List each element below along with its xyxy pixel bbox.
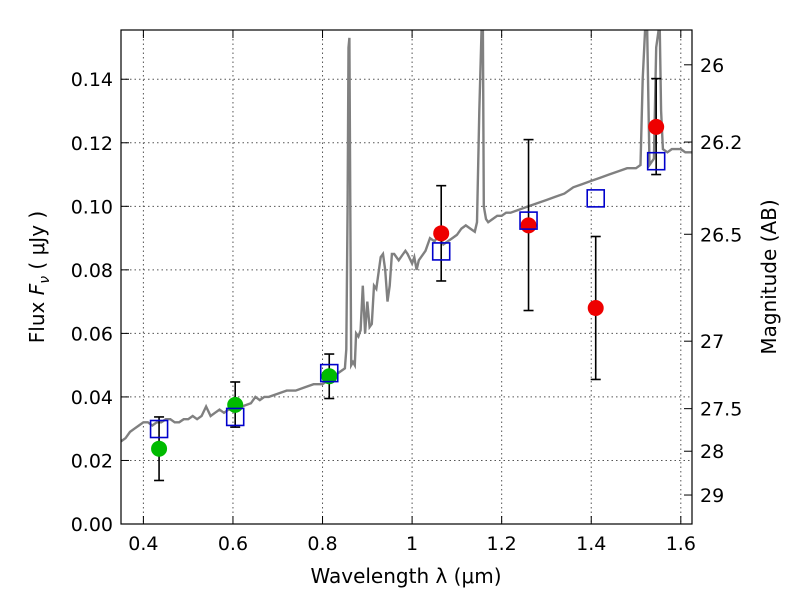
x-axis-title: Wavelength λ (μm) — [310, 564, 501, 588]
y-axis-title: Flux Fν ( μJy ) — [25, 211, 53, 343]
x-tick-label: 0.8 — [307, 533, 337, 555]
y2-tick-label: 26.2 — [700, 132, 742, 154]
model-photometry-box — [519, 211, 538, 230]
y-tick-label: 0.04 — [71, 387, 113, 409]
model-photometry-box — [319, 363, 339, 383]
x-tick-label: 0.6 — [218, 533, 248, 555]
red-data-point — [433, 225, 450, 242]
model-photometry-box — [225, 407, 245, 427]
y-tick-label: 0.12 — [71, 133, 113, 155]
y2-tick-label: 26 — [700, 55, 724, 77]
y-tick-label: 0.08 — [71, 260, 113, 282]
model-photometry-box — [149, 419, 169, 439]
model-photometry-box — [646, 151, 666, 171]
y-tick-label: 0.14 — [71, 69, 113, 91]
y-tick-label: 0.06 — [71, 323, 113, 345]
model-photometry-box — [586, 189, 606, 208]
y2-tick-label: 27.5 — [700, 399, 742, 421]
axis-ticks — [121, 30, 692, 525]
y2-tick-label: 27 — [700, 331, 724, 353]
green-data-point — [151, 440, 168, 457]
red-data-point — [648, 118, 665, 135]
green-data-point — [321, 368, 338, 385]
y-tick-label: 0.02 — [71, 450, 113, 472]
model-photometry-box — [431, 242, 451, 261]
x-tick-label: 0.4 — [128, 533, 158, 555]
model-photometry-boxes — [149, 151, 666, 439]
y2-tick-label: 26.5 — [700, 224, 742, 246]
y2-tick-label: 28 — [700, 441, 724, 463]
green-data-point — [227, 396, 244, 413]
x-tick-labels: 0.4 0.6 0.8 1 1.2 1.4 1.6 — [128, 533, 696, 555]
model-spectrum-line — [121, 30, 692, 443]
y-tick-label: 0.00 — [71, 514, 113, 536]
x-tick-label: 1.2 — [487, 533, 517, 555]
y-tick-label: 0.10 — [71, 196, 113, 218]
y2-tick-labels: 26 26.2 26.5 27 27.5 28 29 — [700, 55, 742, 507]
plot-contents — [121, 30, 692, 482]
grid-lines — [121, 30, 692, 524]
y2-axis-title: Magnitude (AB) — [757, 199, 781, 354]
x-tick-label: 1 — [406, 533, 418, 555]
y-tick-labels: 0.00 0.02 0.04 0.06 0.08 0.10 0.12 0.14 — [71, 69, 113, 536]
x-tick-label: 1.4 — [576, 533, 606, 555]
red-data-point — [520, 217, 537, 234]
y2-tick-label: 29 — [700, 485, 724, 507]
plot-frame — [120, 29, 693, 525]
red-data-point — [587, 299, 604, 316]
x-tick-label: 1.6 — [666, 533, 696, 555]
